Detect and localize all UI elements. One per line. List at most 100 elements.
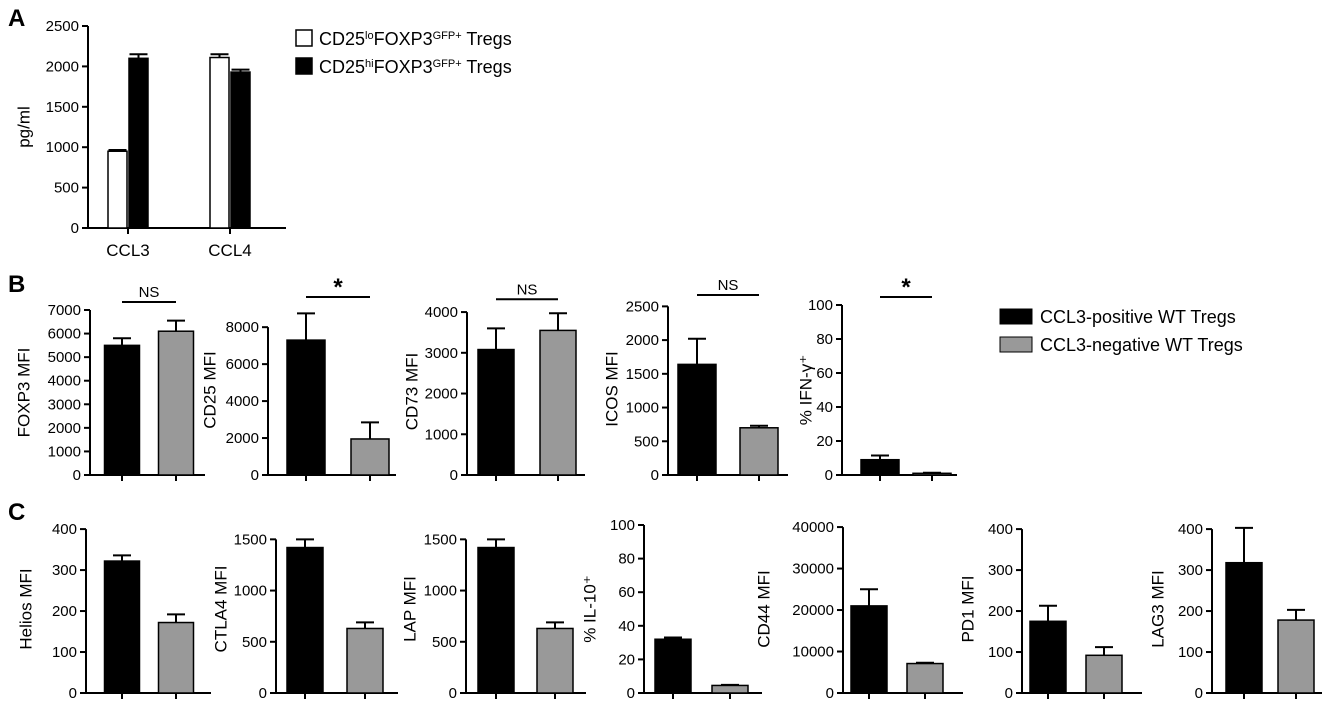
lag3-bar-0 <box>1225 561 1263 694</box>
pd1-bar-0 <box>1029 620 1067 694</box>
foxp3-bar-0 <box>103 344 141 476</box>
legend-b-swatch-0 <box>999 308 1033 325</box>
icos-ytick-label-0: 0 <box>651 467 659 484</box>
ifng-ytick-label-3: 60 <box>816 365 833 382</box>
foxp3-bar-1 <box>157 330 195 476</box>
pd1-ytick-label-1: 100 <box>988 644 1013 661</box>
cd25-ytick-label-0: 0 <box>251 467 259 484</box>
lag3-ytick-label-2: 200 <box>1178 603 1203 620</box>
ctla4-ytick-label-0: 0 <box>259 685 267 701</box>
foxp3-significance-label: NS <box>139 284 160 301</box>
icos-bar-1 <box>739 427 779 476</box>
ifng-ytick-label-0: 0 <box>825 467 833 484</box>
chart-cd25: 0 2000 4000 6000 8000 CD25 MFI * <box>201 274 396 484</box>
legend-b-label-0: CCL3-positive WT Tregs <box>1040 307 1236 327</box>
foxp3-ytick-label-6: 6000 <box>48 326 81 343</box>
chart-lag3: 0 100 200 300 400 LAG3 MFI <box>1149 521 1322 701</box>
cd44-ytick-label-3: 30000 <box>792 561 834 578</box>
lap-y-axis-label: LAP MFI <box>401 576 420 642</box>
lap-bar-1 <box>536 627 574 694</box>
a-ytick-label-1: 500 <box>54 180 79 197</box>
icos-ytick-label-5: 2500 <box>626 298 659 315</box>
foxp3-ytick-label-5: 5000 <box>48 349 81 366</box>
a-category-label-0: CCL3 <box>106 241 149 260</box>
legend-a-label-1-sup2: GFP+ <box>433 58 462 70</box>
chart-cd73: 0 1000 2000 3000 4000 CD73 MFI NS <box>403 281 585 484</box>
legend-a-label-1-sup: hi <box>365 58 374 70</box>
ifng-ytick-label-1: 20 <box>816 433 833 450</box>
foxp3-ytick-label-0: 0 <box>73 467 81 484</box>
legend-a-label-1-pre: CD25 <box>319 57 365 77</box>
cd73-bar-1 <box>539 329 577 476</box>
foxp3-ytick-label-7: 7000 <box>48 302 81 319</box>
ctla4-ytick-label-2: 1000 <box>234 583 267 600</box>
icos-bar-0 <box>677 363 717 476</box>
helios-bar-1 <box>157 621 195 694</box>
foxp3-ytick-label-2: 2000 <box>48 420 81 437</box>
cd73-significance-label: NS <box>517 281 538 298</box>
cd25-y-axis-label: CD25 MFI <box>201 351 220 428</box>
cd25-ytick-label-4: 8000 <box>226 319 259 336</box>
a-bar-s0-c0 <box>107 150 128 229</box>
ifng-bar-0 <box>860 458 900 476</box>
lag3-ytick-label-4: 400 <box>1178 521 1203 538</box>
il10-ytick-label-5: 100 <box>610 517 635 534</box>
a-ytick-label-2: 1000 <box>46 139 79 156</box>
legend-a-label-0-mid: FOXP3 <box>374 29 433 49</box>
il10-ytick-label-4: 80 <box>618 551 635 568</box>
ifng-ytick-label-4: 80 <box>816 331 833 348</box>
pd1-bar-1 <box>1085 654 1123 694</box>
cd73-ytick-label-2: 2000 <box>425 386 458 403</box>
ifng-significance-label: * <box>901 274 911 301</box>
chart-il10: 0 20 40 60 80 100 % IL-10⁺ <box>581 517 762 701</box>
a-y-axis-label: pg/ml <box>15 106 34 148</box>
ctla4-ytick-label-3: 1500 <box>234 531 267 548</box>
cd44-ytick-label-1: 10000 <box>792 644 834 661</box>
lag3-ytick-label-0: 0 <box>1195 685 1203 701</box>
cd44-ytick-label-2: 20000 <box>792 602 834 619</box>
icos-significance-label: NS <box>718 277 739 294</box>
lag3-ytick-label-3: 300 <box>1178 562 1203 579</box>
legend-a-label-1-post: Tregs <box>462 57 512 77</box>
cd25-ytick-label-3: 6000 <box>226 356 259 373</box>
il10-ytick-label-0: 0 <box>627 685 635 701</box>
foxp3-ytick-label-1: 1000 <box>48 443 81 460</box>
lag3-ytick-label-1: 100 <box>1178 644 1203 661</box>
foxp3-y-axis-label: FOXP3 MFI <box>15 348 34 438</box>
ctla4-y-axis-label: CTLA4 MFI <box>212 566 231 653</box>
pd1-ytick-label-4: 400 <box>988 521 1013 538</box>
lag3-y-axis-label: LAG3 MFI <box>1149 570 1168 647</box>
legend-a-label-0-pre: CD25 <box>319 29 365 49</box>
panel-letter-a: A <box>8 5 25 32</box>
pd1-ytick-label-3: 300 <box>988 562 1013 579</box>
pd1-ytick-label-2: 200 <box>988 603 1013 620</box>
legend-a-swatch-1 <box>295 57 313 75</box>
pd1-y-axis-label: PD1 MFI <box>959 575 978 642</box>
cd73-ytick-label-4: 4000 <box>425 304 458 321</box>
ifng-ytick-label-2: 40 <box>816 399 833 416</box>
legend-a-swatch-0 <box>295 29 313 47</box>
ifng-ytick-label-5: 100 <box>808 297 833 314</box>
ctla4-bar-1 <box>346 627 384 694</box>
ifng-y-axis-label: % IFN-γ⁺ <box>797 355 816 425</box>
ctla4-ytick-label-1: 500 <box>242 634 267 651</box>
cd25-ytick-label-1: 2000 <box>226 430 259 447</box>
a-ytick-label-0: 0 <box>71 220 79 237</box>
helios-ytick-label-2: 200 <box>52 603 77 620</box>
chart-icos: 0 500 1000 1500 2000 2500 ICOS MFI NS <box>603 277 788 484</box>
cd73-bar-0 <box>477 348 515 476</box>
icos-ytick-label-2: 1000 <box>626 400 659 417</box>
a-category-label-1: CCL4 <box>208 241 251 260</box>
chart-pd1: 0 100 200 300 400 PD1 MFI <box>959 521 1142 701</box>
helios-y-axis-label: Helios MFI <box>17 568 36 649</box>
chart-ctla4: 0 500 1000 1500 CTLA4 MFI <box>212 531 398 701</box>
lag3-bar-1 <box>1277 619 1315 694</box>
a-ytick-label-3: 1500 <box>46 99 79 116</box>
il10-ytick-label-1: 20 <box>618 651 635 668</box>
cd25-significance-label: * <box>333 274 343 301</box>
lap-ytick-label-3: 1500 <box>424 531 457 548</box>
lap-ytick-label-0: 0 <box>449 685 457 701</box>
icos-ytick-label-4: 2000 <box>626 332 659 349</box>
